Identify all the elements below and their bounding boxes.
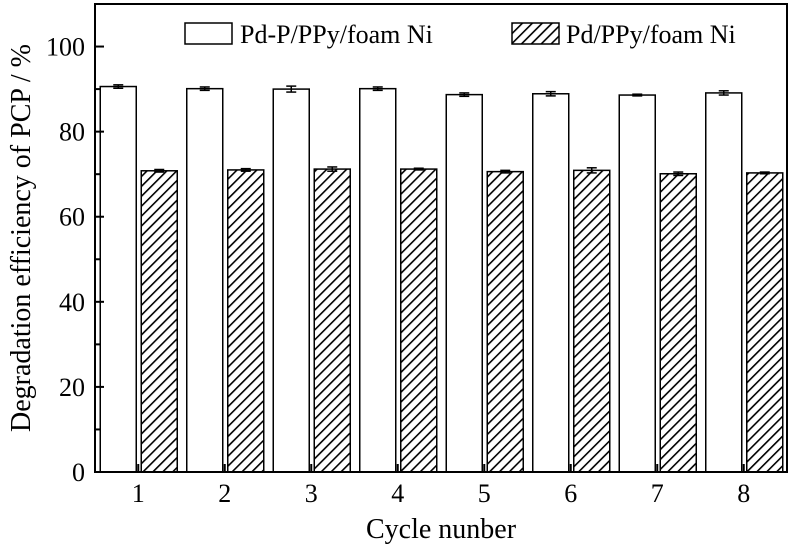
legend-swatch-pd xyxy=(511,22,560,45)
bar-series2-cycle-5 xyxy=(486,170,524,473)
error-bar-series1-cycle-6 xyxy=(545,90,556,97)
error-bar-series1-cycle-8 xyxy=(718,90,729,96)
bar-series1-cycle-3 xyxy=(272,88,310,473)
y-axis-title: Degradation efficiency of PCP / % xyxy=(6,44,37,432)
plot-frame xyxy=(94,3,788,473)
bar-series2-cycle-3 xyxy=(313,168,351,473)
bar-series2-cycle-4 xyxy=(400,168,438,473)
legend-label-pd-p: Pd-P/PPy/foam Ni xyxy=(240,20,433,49)
x-tick-label-2: 2 xyxy=(218,479,231,508)
bar-series1-cycle-8 xyxy=(705,92,743,473)
error-bar-series2-cycle-8 xyxy=(759,171,770,175)
y-tick-label-60: 60 xyxy=(59,203,85,232)
bar-series1-cycle-1 xyxy=(99,85,137,473)
bar-series2-cycle-8 xyxy=(746,172,784,473)
error-bar-series1-cycle-5 xyxy=(459,92,470,98)
error-bar-series1-cycle-2 xyxy=(199,86,210,92)
error-bar-series1-cycle-1 xyxy=(113,84,124,89)
y-tick-label-0: 0 xyxy=(72,458,85,487)
error-bar-series1-cycle-4 xyxy=(372,86,383,92)
bar-series1-cycle-4 xyxy=(359,87,397,473)
y-tick-label-20: 20 xyxy=(59,373,85,402)
error-bar-series1-cycle-7 xyxy=(632,93,643,97)
bar-series2-cycle-2 xyxy=(227,169,265,473)
error-bar-series2-cycle-6 xyxy=(586,167,597,174)
error-bar-series2-cycle-7 xyxy=(673,171,684,177)
x-tick-label-5: 5 xyxy=(478,479,491,508)
y-tick-label-80: 80 xyxy=(59,118,85,147)
bar-series1-cycle-7 xyxy=(618,94,656,473)
bar-series2-cycle-6 xyxy=(573,169,611,473)
error-bar-series2-cycle-5 xyxy=(500,169,511,174)
legend: Pd-P/PPy/foam Ni Pd/PPy/foam Ni xyxy=(184,20,736,49)
x-tick-label-7: 7 xyxy=(651,479,664,508)
bar-series2-cycle-1 xyxy=(140,170,178,473)
x-axis-title: Cycle nunber xyxy=(366,514,517,545)
bar-series2-cycle-7 xyxy=(659,173,697,473)
y-tick-label-100: 100 xyxy=(46,33,85,62)
bars-layer xyxy=(99,85,784,473)
error-bar-series2-cycle-1 xyxy=(154,168,165,173)
x-tick-label-3: 3 xyxy=(305,479,318,508)
error-bars-layer xyxy=(113,84,770,177)
legend-swatch-pd-p xyxy=(184,22,233,45)
x-tick-label-1: 1 xyxy=(132,479,145,508)
error-bar-series2-cycle-2 xyxy=(240,167,251,172)
bar-series1-cycle-2 xyxy=(186,87,224,473)
x-tick-label-4: 4 xyxy=(391,479,404,508)
x-axis: 1 2 3 4 5 6 7 8 xyxy=(132,464,750,508)
x-tick-label-8: 8 xyxy=(737,479,750,508)
y-tick-label-40: 40 xyxy=(59,288,85,317)
error-bar-series2-cycle-3 xyxy=(327,166,338,172)
legend-label-pd: Pd/PPy/foam Ni xyxy=(566,20,736,49)
bar-series1-cycle-6 xyxy=(532,93,570,473)
error-bar-series1-cycle-3 xyxy=(286,85,297,93)
error-bar-series2-cycle-4 xyxy=(413,167,424,171)
y-axis: 0 20 40 60 80 100 xyxy=(46,33,104,487)
x-tick-label-6: 6 xyxy=(564,479,577,508)
bar-series1-cycle-5 xyxy=(445,93,483,473)
